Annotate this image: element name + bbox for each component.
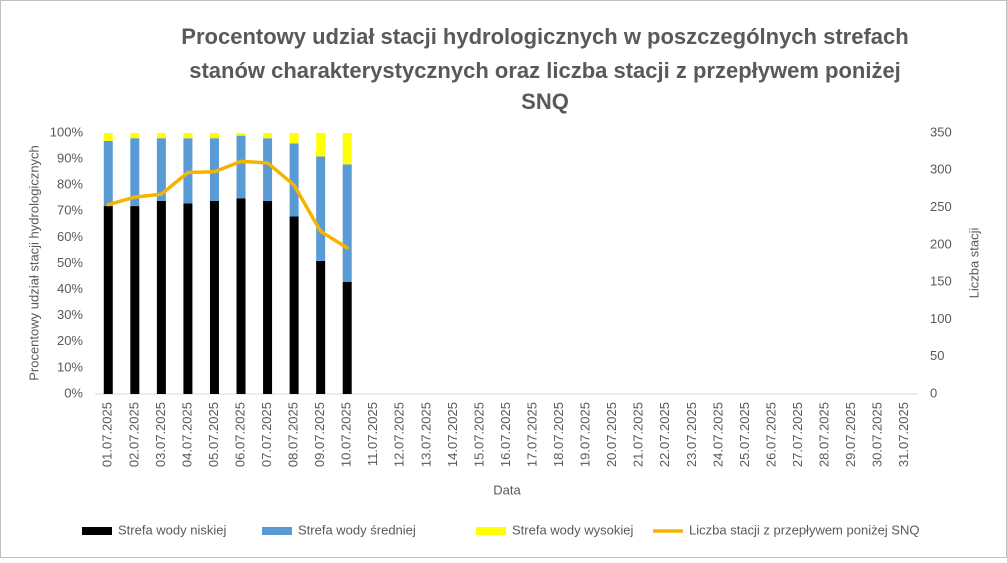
bar-segment bbox=[316, 156, 326, 261]
y2-axis-label: Liczba stacji bbox=[966, 227, 981, 298]
bar-segment bbox=[236, 198, 246, 394]
y2-tick-label: 300 bbox=[930, 162, 952, 177]
y2-tick-label: 0 bbox=[930, 385, 937, 400]
y-axis-label: Procentowy udział stacji hydrologicznych bbox=[26, 145, 41, 381]
x-tick-label: 10.07.2025 bbox=[339, 402, 354, 467]
bar-segment bbox=[183, 133, 193, 139]
chart-title: SNQ bbox=[521, 89, 569, 114]
line bbox=[106, 159, 349, 250]
x-tick-label: 28.07.2025 bbox=[817, 402, 832, 467]
y-tick-label: 90% bbox=[57, 151, 83, 166]
y2-tick-label: 200 bbox=[930, 236, 952, 251]
x-tick-label: 24.07.2025 bbox=[710, 402, 725, 467]
x-tick-label: 18.07.2025 bbox=[551, 402, 566, 467]
x-tick-label: 01.07.2025 bbox=[100, 402, 115, 467]
x-tick-label: 11.07.2025 bbox=[365, 402, 380, 466]
legend-label: Liczba stacji z przepływem poniżej SNQ bbox=[689, 522, 919, 537]
x-tick-label: 29.07.2025 bbox=[843, 402, 858, 467]
bar-segment bbox=[263, 138, 273, 201]
y2-tick-label: 150 bbox=[930, 274, 952, 289]
x-tick-label: 02.07.2025 bbox=[126, 402, 141, 467]
bar-segment bbox=[342, 133, 352, 165]
bar-segment bbox=[316, 260, 326, 394]
bar-segment bbox=[236, 133, 246, 136]
x-tick-label: 30.07.2025 bbox=[870, 402, 885, 467]
bar-segment bbox=[103, 133, 113, 141]
x-tick-label: 12.07.2025 bbox=[392, 402, 407, 467]
bar-segment bbox=[263, 133, 273, 139]
y2-tick-label: 50 bbox=[930, 348, 944, 363]
x-tick-label: 04.07.2025 bbox=[179, 402, 194, 467]
bar-segment bbox=[289, 133, 299, 144]
x-tick-label: 23.07.2025 bbox=[684, 402, 699, 467]
bar-segment bbox=[103, 140, 113, 207]
x-tick-label: 06.07.2025 bbox=[232, 402, 247, 467]
chart-title: Procentowy udział stacji hydrologicznych… bbox=[181, 24, 908, 49]
x-tick-label: 16.07.2025 bbox=[498, 402, 513, 467]
bar-segment bbox=[209, 133, 219, 139]
bar-segment bbox=[130, 133, 140, 139]
bar-segment bbox=[236, 135, 246, 199]
x-tick-label: 05.07.2025 bbox=[206, 402, 221, 467]
bar-segment bbox=[103, 206, 113, 394]
bar-segment bbox=[342, 281, 352, 394]
y-tick-label: 60% bbox=[57, 229, 83, 244]
x-tick-label: 08.07.2025 bbox=[286, 402, 301, 467]
x-tick-label: 31.07.2025 bbox=[896, 402, 911, 467]
x-tick-label: 22.07.2025 bbox=[657, 402, 672, 467]
x-tick-label: 26.07.2025 bbox=[763, 402, 778, 467]
y-tick-label: 20% bbox=[57, 333, 83, 348]
legend-label: Strefa wody niskiej bbox=[118, 522, 226, 537]
y-tick-label: 0% bbox=[64, 385, 83, 400]
legend-swatch bbox=[262, 527, 292, 535]
x-tick-label: 19.07.2025 bbox=[578, 402, 593, 467]
bar-segment bbox=[289, 143, 299, 217]
bar-segment bbox=[289, 216, 299, 394]
legend-swatch bbox=[476, 527, 506, 535]
bar-segment bbox=[209, 200, 219, 394]
x-axis-label: Data bbox=[493, 482, 521, 497]
legend-label: Strefa wody wysokiej bbox=[512, 522, 633, 537]
y-tick-label: 40% bbox=[57, 281, 83, 296]
x-tick-label: 27.07.2025 bbox=[790, 402, 805, 467]
x-tick-label: 13.07.2025 bbox=[418, 402, 433, 467]
chart-title: stanów charakterystycznych oraz liczba s… bbox=[189, 58, 901, 83]
y-tick-label: 80% bbox=[57, 177, 83, 192]
legend-label: Strefa wody średniej bbox=[298, 522, 416, 537]
x-tick-label: 09.07.2025 bbox=[312, 402, 327, 467]
y2-tick-label: 250 bbox=[930, 199, 952, 214]
y2-tick-label: 350 bbox=[930, 124, 952, 139]
x-tick-label: 20.07.2025 bbox=[604, 402, 619, 467]
bar-segment bbox=[156, 138, 166, 201]
x-tick-label: 03.07.2025 bbox=[153, 402, 168, 467]
y-tick-label: 50% bbox=[57, 255, 83, 270]
bar-segment bbox=[209, 138, 219, 201]
x-tick-label: 15.07.2025 bbox=[471, 402, 486, 467]
bar-segment bbox=[156, 133, 166, 139]
y-tick-label: 10% bbox=[57, 359, 83, 374]
x-tick-label: 14.07.2025 bbox=[445, 402, 460, 467]
y-tick-label: 30% bbox=[57, 307, 83, 322]
x-tick-label: 17.07.2025 bbox=[524, 402, 539, 467]
bar-segment bbox=[130, 138, 140, 207]
legend-swatch bbox=[82, 527, 112, 535]
bar-segment bbox=[316, 133, 326, 157]
y2-tick-label: 100 bbox=[930, 311, 952, 326]
y-tick-label: 100% bbox=[50, 124, 84, 139]
bar-segment bbox=[130, 206, 140, 394]
x-tick-label: 25.07.2025 bbox=[737, 402, 752, 467]
bar-segment bbox=[263, 200, 273, 394]
y-tick-label: 70% bbox=[57, 203, 83, 218]
bar-segment bbox=[342, 164, 352, 282]
x-tick-label: 21.07.2025 bbox=[631, 402, 646, 467]
bar-segment bbox=[156, 200, 166, 394]
x-tick-label: 07.07.2025 bbox=[259, 402, 274, 467]
bar-segment bbox=[183, 203, 193, 394]
